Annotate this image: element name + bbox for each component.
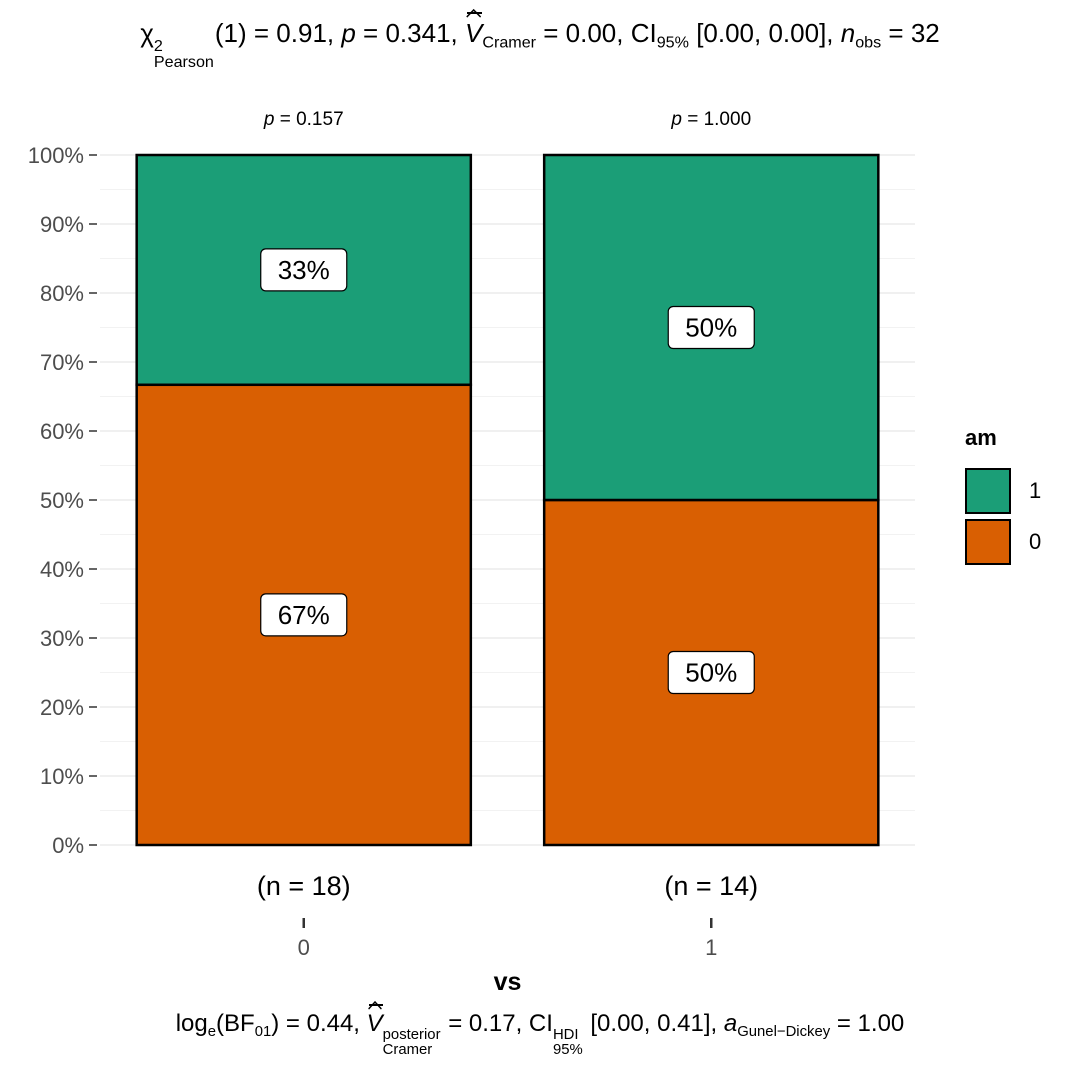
legend-key-0: [965, 518, 1011, 565]
y-tick-label: 80%: [40, 281, 84, 306]
x-axis-title: vs: [494, 968, 522, 996]
data-label-box: [667, 305, 755, 350]
y-tick-label: 90%: [40, 212, 84, 237]
legend: am 1 0: [965, 425, 1041, 567]
labels: 67% 33% p = 0.157 (n = 18) 50% 50% p = 1.000 (n…: [257, 109, 758, 901]
axes: 0% 10% 20% 30% 40% 50% 60% 70% 80% 90% 100% 0 1 vs: [28, 143, 718, 996]
data-label-box: [260, 248, 348, 292]
data-label: 33%: [278, 255, 330, 285]
y-tick-label: 100%: [28, 143, 84, 168]
y-tick-label: 70%: [40, 350, 84, 375]
legend-label: 1: [1029, 477, 1042, 503]
data-label: 50%: [685, 313, 737, 343]
data-label-box: [667, 650, 755, 695]
y-tick-label: 60%: [40, 419, 84, 444]
category-pvalue: p = 0.157: [263, 109, 344, 130]
category-count: (n = 18): [257, 871, 351, 901]
y-tick-label: 30%: [40, 626, 84, 651]
stacked-bar-chart: 0% 10% 20% 30% 40% 50% 60% 70% 80% 90% 100% 0 1 vs 67…: [28, 109, 915, 996]
legend-title: am: [965, 425, 997, 450]
legend-item: 1: [965, 465, 1041, 516]
x-tick-label: 0: [298, 935, 310, 960]
y-tick-label: 20%: [40, 695, 84, 720]
data-label: 67%: [278, 600, 330, 630]
x-tick-label: 1: [705, 935, 717, 960]
data-label: 50%: [685, 658, 737, 688]
y-tick-label: 50%: [40, 488, 84, 513]
data-label-box: [260, 593, 348, 637]
chart-title: χ 2 Pearson (1) = 0.91, p = 0.341, VCramer …: [0, 8, 1080, 70]
category-count: (n = 14): [664, 871, 758, 901]
y-tick-label: 0%: [52, 833, 84, 858]
legend-key-1: [965, 467, 1011, 514]
legend-label: 0: [1029, 528, 1042, 554]
legend-item: 0: [965, 516, 1041, 567]
y-tick-label: 10%: [40, 764, 84, 789]
y-tick-label: 40%: [40, 557, 84, 582]
category-pvalue: p = 1.000: [670, 109, 751, 130]
